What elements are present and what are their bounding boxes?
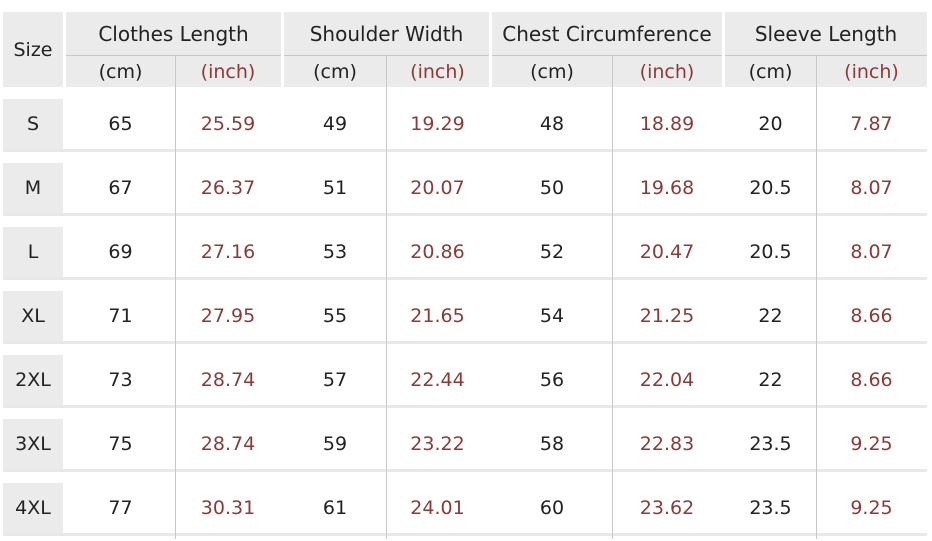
- cm-value-cell: 71: [108, 305, 133, 327]
- row-divider: [3, 469, 927, 472]
- inch-value-cell: 23.22: [410, 433, 465, 455]
- inch-value-cell: 7.87: [850, 113, 893, 135]
- column-divider: [612, 55, 613, 539]
- cm-value-cell: 48: [539, 113, 565, 135]
- cm-value-cell: 59: [322, 433, 348, 455]
- inch-value-cell: 8.07: [850, 177, 893, 199]
- inch-value-cell: 19.29: [410, 113, 465, 135]
- sleeve-length-header: Sleeve Length (cm) (inch): [725, 12, 927, 87]
- cm-value-cell: 53: [322, 241, 348, 263]
- row-divider: [3, 405, 927, 408]
- cm-value-cell: 60: [539, 497, 565, 519]
- table-row: L 69 27.16 53 20.86 52 20.47 20.5 8.07: [3, 227, 927, 277]
- inch-value-cell: 20.07: [410, 177, 465, 199]
- inch-value-cell: 20.86: [410, 241, 465, 263]
- size-column-header: Size: [3, 12, 63, 87]
- inch-value-cell: 9.25: [850, 497, 893, 519]
- inch-value-cell: 26.37: [200, 177, 256, 199]
- cm-value-cell: 58: [539, 433, 565, 455]
- chest-circumference-header: Chest Circumference (cm) (inch): [492, 12, 722, 87]
- column-divider: [175, 55, 176, 539]
- inch-value-cell: 8.66: [850, 305, 893, 327]
- row-divider: [3, 341, 927, 344]
- cm-value-cell: 20.5: [749, 241, 792, 263]
- column-divider: [816, 55, 817, 539]
- cm-value-cell: 23.5: [749, 497, 792, 519]
- inch-value-cell: 8.66: [850, 369, 893, 391]
- column-divider: [386, 55, 387, 539]
- inch-value-cell: 27.16: [200, 241, 256, 263]
- clothes-length-inch-unit: (inch): [200, 60, 256, 83]
- row-divider: [3, 213, 927, 216]
- inch-value-cell: 22.83: [639, 433, 695, 455]
- inch-value-cell: 30.31: [200, 497, 256, 519]
- inch-value-cell: 21.25: [639, 305, 695, 327]
- cm-value-cell: 67: [108, 177, 133, 199]
- cm-value-cell: 75: [108, 433, 133, 455]
- table-row: 2XL 73 28.74 57 22.44 56 22.04 22 8.66: [3, 355, 927, 405]
- cm-value-cell: 20.5: [749, 177, 792, 199]
- cm-value-cell: 20: [758, 113, 783, 135]
- size-cell: XL: [3, 291, 63, 341]
- inch-value-cell: 18.89: [639, 113, 695, 135]
- clothes-length-title: Clothes Length: [66, 12, 281, 56]
- table-row: S 65 25.59 49 19.29 48 18.89 20 7.87: [3, 99, 927, 149]
- inch-value-cell: 8.07: [850, 241, 893, 263]
- table-row: M 67 26.37 51 20.07 50 19.68 20.5 8.07: [3, 163, 927, 213]
- cm-value-cell: 73: [108, 369, 133, 391]
- inch-value-cell: 27.95: [200, 305, 256, 327]
- cm-value-cell: 57: [322, 369, 348, 391]
- inch-value-cell: 25.59: [200, 113, 256, 135]
- cm-value-cell: 56: [539, 369, 565, 391]
- shoulder-width-cm-unit: (cm): [313, 60, 357, 83]
- clothes-length-header: Clothes Length (cm) (inch): [66, 12, 281, 87]
- cm-value-cell: 77: [108, 497, 133, 519]
- inch-value-cell: 28.74: [200, 369, 256, 391]
- inch-value-cell: 19.68: [639, 177, 695, 199]
- row-divider: [3, 149, 927, 152]
- shoulder-width-inch-unit: (inch): [410, 60, 465, 83]
- cm-value-cell: 22: [758, 369, 783, 391]
- cm-value-cell: 51: [322, 177, 348, 199]
- table-row: 3XL 75 28.74 59 23.22 58 22.83 23.5 9.25: [3, 419, 927, 469]
- cm-value-cell: 23.5: [749, 433, 792, 455]
- row-divider: [3, 277, 927, 280]
- inch-value-cell: 20.47: [639, 241, 695, 263]
- clothes-length-cm-unit: (cm): [98, 60, 143, 83]
- chest-circumference-inch-unit: (inch): [639, 60, 695, 83]
- size-cell: 2XL: [3, 355, 63, 405]
- size-cell: 4XL: [3, 483, 63, 533]
- cm-value-cell: 65: [108, 113, 133, 135]
- cm-value-cell: 22: [758, 305, 783, 327]
- table-row: 4XL 77 30.31 61 24.01 60 23.62 23.5 9.25: [3, 483, 927, 533]
- inch-value-cell: 22.44: [410, 369, 465, 391]
- table-row: XL 71 27.95 55 21.65 54 21.25 22 8.66: [3, 291, 927, 341]
- sleeve-length-title: Sleeve Length: [725, 12, 927, 56]
- inch-value-cell: 23.62: [639, 497, 695, 519]
- chest-circumference-title: Chest Circumference: [492, 12, 722, 56]
- inch-value-cell: 28.74: [200, 433, 256, 455]
- cm-value-cell: 49: [322, 113, 348, 135]
- sleeve-length-cm-unit: (cm): [748, 60, 793, 83]
- inch-value-cell: 24.01: [410, 497, 465, 519]
- cm-value-cell: 54: [539, 305, 565, 327]
- cm-value-cell: 55: [322, 305, 348, 327]
- size-cell: 3XL: [3, 419, 63, 469]
- shoulder-width-title: Shoulder Width: [284, 12, 489, 56]
- cm-value-cell: 69: [108, 241, 133, 263]
- cm-value-cell: 61: [322, 497, 348, 519]
- chest-circumference-cm-unit: (cm): [530, 60, 574, 83]
- size-cell: L: [3, 227, 63, 277]
- row-divider: [3, 533, 927, 536]
- sleeve-length-inch-unit: (inch): [844, 60, 899, 83]
- inch-value-cell: 21.65: [410, 305, 465, 327]
- inch-value-cell: 22.04: [639, 369, 695, 391]
- inch-value-cell: 9.25: [850, 433, 893, 455]
- cm-value-cell: 50: [539, 177, 565, 199]
- cm-value-cell: 52: [539, 241, 565, 263]
- size-cell: M: [3, 163, 63, 213]
- size-cell: S: [3, 99, 63, 149]
